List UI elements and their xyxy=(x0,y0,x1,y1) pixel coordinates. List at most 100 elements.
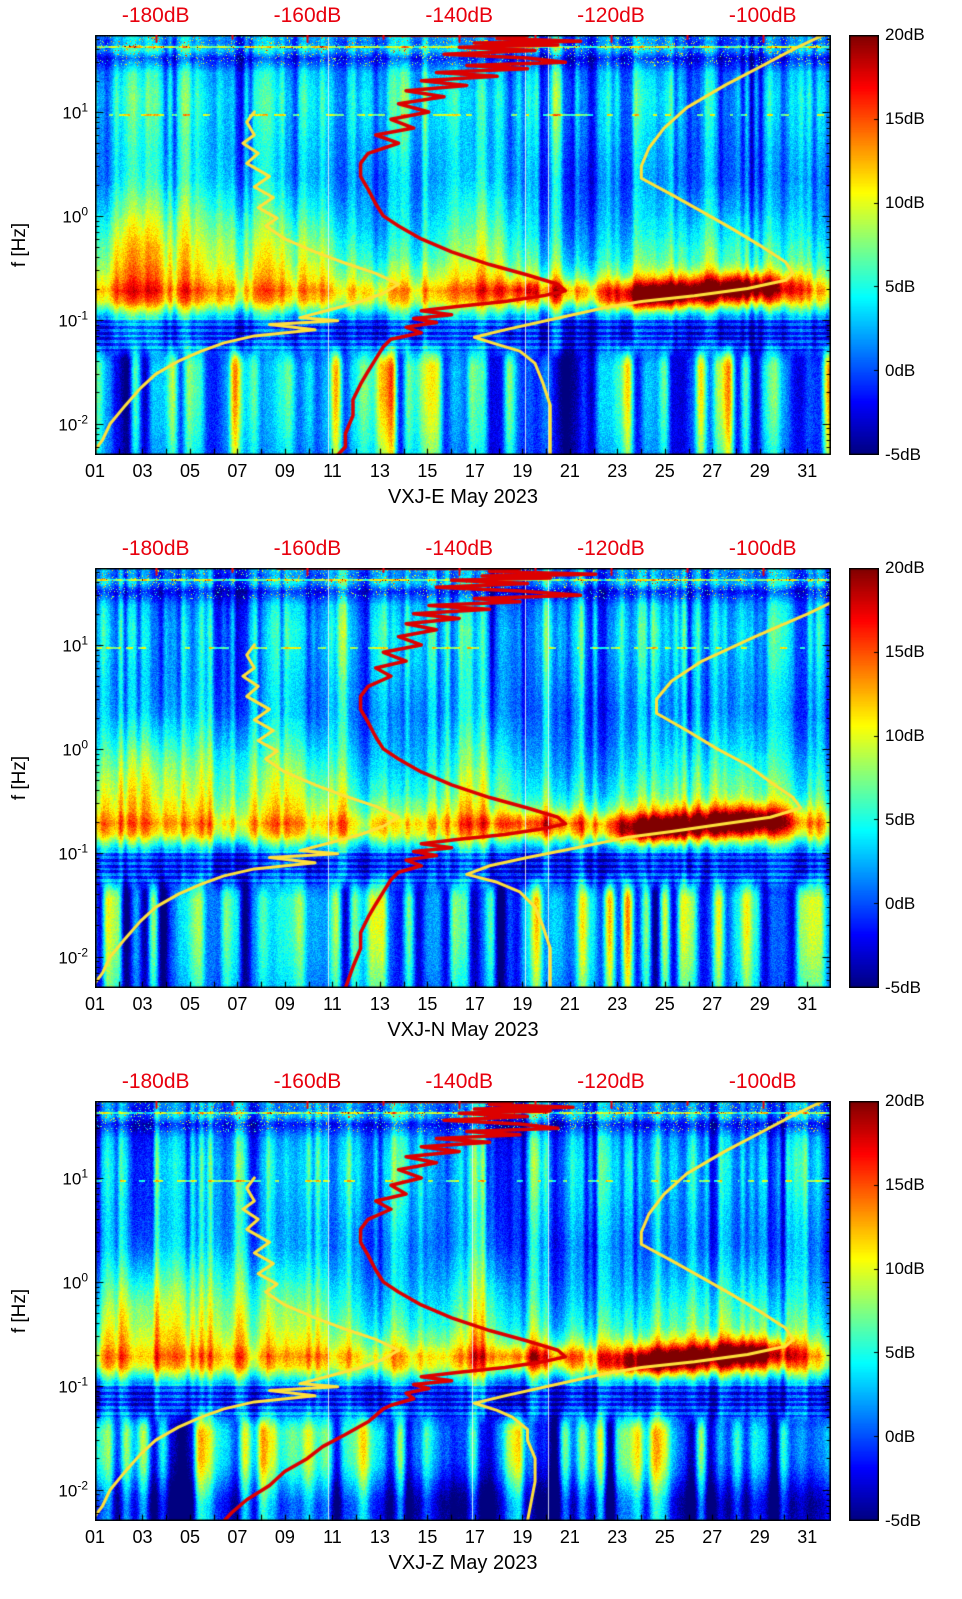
x-tick-label: 23 xyxy=(607,1527,628,1547)
colorbar-canvas xyxy=(849,568,879,988)
colorbar-tick-label: 10dB xyxy=(885,193,925,212)
colorbar-tick-label: 5dB xyxy=(885,1343,916,1362)
x-tick-label: 01 xyxy=(84,994,106,1014)
x-tick-label: 27 xyxy=(702,461,723,481)
x-tick-label: 23 xyxy=(607,461,628,481)
spectrogram-panel: -180dB -160dB -140dB -120dB -100dB f [Hz] 101 1… xyxy=(0,0,962,533)
x-tick-label: 07 xyxy=(227,461,248,481)
x-tick-label: 13 xyxy=(369,461,390,481)
x-tick-label: 03 xyxy=(132,994,153,1014)
x-tick-label: 31 xyxy=(797,1527,818,1547)
colorbar-tick-label: -5dB xyxy=(885,1511,921,1530)
x-tick-label: 05 xyxy=(179,1527,200,1547)
x-tick-label: 03 xyxy=(132,461,153,481)
top-axis-db-label: -100dB xyxy=(728,537,797,560)
x-tick-label: 11 xyxy=(323,1527,342,1547)
top-axis-db-label: -160dB xyxy=(273,537,342,560)
colorbar-tick-label: 15dB xyxy=(885,109,925,128)
x-tick-label: 31 xyxy=(797,994,818,1014)
x-tick-label: 29 xyxy=(749,1527,770,1547)
y-tick-base: 10 xyxy=(58,948,78,968)
top-axis-db-label: -140dB xyxy=(425,4,494,27)
colorbar-canvas xyxy=(849,1101,879,1521)
y-tick-base: 10 xyxy=(62,636,82,656)
y-tick-base: 10 xyxy=(62,103,82,123)
y-tick-exponent: -2 xyxy=(77,945,88,960)
y-tick-base: 10 xyxy=(62,740,82,760)
y-tick-label: 10-2 xyxy=(58,945,88,968)
x-tick-label: 17 xyxy=(464,461,485,481)
y-axis-label: f [Hz] xyxy=(9,755,30,801)
x-tick-label: 03 xyxy=(132,1527,153,1547)
y-tick-exponent: -1 xyxy=(77,1374,88,1389)
y-axis-label: f [Hz] xyxy=(9,1288,30,1334)
spectrogram-panel: -180dB -160dB -140dB -120dB -100dB f [Hz] 101 1… xyxy=(0,1066,962,1599)
spectrogram-panel: -180dB -160dB -140dB -120dB -100dB f [Hz] 101 1… xyxy=(0,533,962,1066)
y-tick-base: 10 xyxy=(62,1169,82,1189)
y-tick-label: 101 xyxy=(62,101,88,124)
colorbar-tick-label: 5dB xyxy=(885,810,916,829)
colorbar-canvas xyxy=(849,35,879,455)
y-tick-label: 101 xyxy=(62,1167,88,1190)
y-tick-base: 10 xyxy=(58,311,78,331)
y-tick-label: 10-1 xyxy=(58,308,88,331)
colorbar-tick-label: 20dB xyxy=(885,25,925,44)
top-axis-db-label: -120dB xyxy=(577,1070,645,1093)
y-tick-base: 10 xyxy=(62,1273,82,1293)
y-tick-label: 10-2 xyxy=(58,1478,88,1501)
x-tick-label: 17 xyxy=(464,994,485,1014)
x-axis-title: VXJ-Z May 2023 xyxy=(388,1552,538,1574)
x-tick-label: 05 xyxy=(179,461,200,481)
y-tick-label: 10-2 xyxy=(58,412,88,435)
y-tick-exponent: 1 xyxy=(81,1166,88,1181)
x-tick-label: 09 xyxy=(274,461,295,481)
top-axis-db-label: -120dB xyxy=(577,537,645,560)
x-tick-label: 29 xyxy=(749,461,770,481)
colorbar-tick-label: 0dB xyxy=(885,1427,916,1446)
x-tick-label: 19 xyxy=(512,994,533,1014)
x-tick-label: 29 xyxy=(749,994,770,1014)
x-tick-label: 15 xyxy=(417,994,438,1014)
colorbar-tick-label: 20dB xyxy=(885,1091,925,1110)
colorbar-tick-label: 0dB xyxy=(885,894,916,913)
x-axis-title: VXJ-E May 2023 xyxy=(387,486,539,508)
x-tick-label: 11 xyxy=(323,461,342,481)
x-tick-label: 15 xyxy=(417,1527,438,1547)
colorbar-tick-label: 10dB xyxy=(885,726,925,745)
x-tick-label: 01 xyxy=(84,461,106,481)
y-tick-exponent: 0 xyxy=(81,1270,88,1285)
x-tick-label: 25 xyxy=(654,1527,675,1547)
y-tick-label: 100 xyxy=(62,1271,88,1294)
y-tick-exponent: -2 xyxy=(77,412,88,427)
spectrogram-canvas xyxy=(95,568,831,988)
x-tick-label: 21 xyxy=(559,1527,580,1547)
colorbar-tick-label: -5dB xyxy=(885,445,921,464)
y-tick-exponent: -1 xyxy=(77,841,88,856)
top-axis-db-label: -140dB xyxy=(425,537,494,560)
x-tick-label: 19 xyxy=(512,461,533,481)
y-tick-base: 10 xyxy=(58,415,78,435)
y-axis-label: f [Hz] xyxy=(9,222,30,268)
y-tick-exponent: -1 xyxy=(77,308,88,323)
x-tick-label: 13 xyxy=(369,1527,390,1547)
y-tick-base: 10 xyxy=(58,844,78,864)
top-axis-db-label: -100dB xyxy=(728,4,797,27)
x-tick-label: 21 xyxy=(559,994,580,1014)
top-axis-db-label: -180dB xyxy=(121,537,190,560)
x-tick-label: 15 xyxy=(417,461,438,481)
x-tick-label: 09 xyxy=(274,1527,295,1547)
y-tick-exponent: 1 xyxy=(81,633,88,648)
spectrogram-canvas xyxy=(95,35,831,455)
colorbar-tick-label: 10dB xyxy=(885,1259,925,1278)
y-tick-label: 100 xyxy=(62,205,88,228)
colorbar-tick-label: 15dB xyxy=(885,1175,925,1194)
y-tick-exponent: 1 xyxy=(81,100,88,115)
x-tick-label: 07 xyxy=(227,994,248,1014)
x-tick-label: 07 xyxy=(227,1527,248,1547)
x-tick-label: 23 xyxy=(607,994,628,1014)
x-tick-label: 27 xyxy=(702,1527,723,1547)
x-axis-title: VXJ-N May 2023 xyxy=(387,1019,539,1041)
colorbar-tick-label: 5dB xyxy=(885,277,916,296)
y-tick-label: 101 xyxy=(62,634,88,657)
